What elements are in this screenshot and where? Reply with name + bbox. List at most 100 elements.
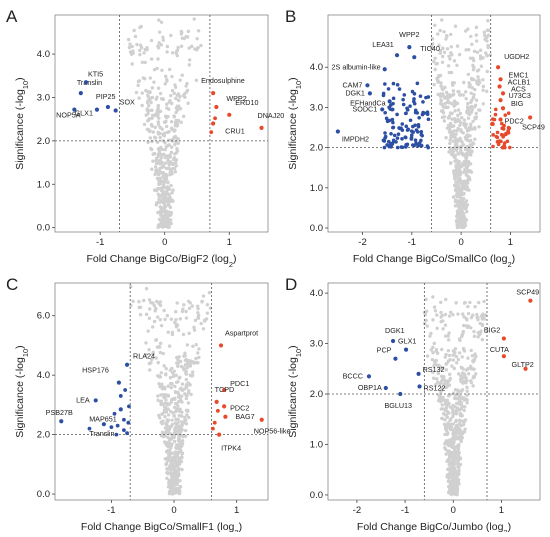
data-point (195, 36, 199, 41)
data-point (151, 159, 155, 163)
data-point (460, 431, 465, 436)
data-point (447, 438, 452, 442)
point-label: UGDH2 (504, 52, 529, 61)
labeled-point (382, 67, 387, 72)
data-point (478, 321, 482, 326)
data-point (413, 123, 417, 128)
data-point (445, 382, 449, 387)
data-point (172, 91, 176, 96)
data-point (165, 313, 170, 318)
data-point (440, 403, 445, 407)
data-point (463, 405, 467, 409)
data-point (391, 96, 396, 101)
data-point (429, 348, 434, 352)
data-point (395, 112, 399, 117)
data-point (420, 112, 425, 117)
data-point (466, 149, 470, 154)
data-point (465, 325, 470, 330)
point-label: Endosulphine (201, 76, 245, 85)
data-point (180, 382, 185, 386)
data-point (453, 457, 457, 462)
data-point (194, 360, 198, 365)
data-point (436, 92, 440, 97)
labeled-point (217, 432, 222, 437)
data-point (455, 63, 459, 67)
data-point (173, 142, 177, 147)
data-point (456, 218, 460, 222)
data-point (452, 59, 457, 63)
data-point (482, 30, 486, 35)
data-point (460, 355, 464, 359)
data-point (449, 152, 454, 157)
data-point (439, 92, 443, 96)
data-point (164, 461, 169, 466)
data-point (447, 314, 452, 318)
data-point (147, 118, 151, 122)
data-point (455, 489, 459, 493)
data-point (176, 380, 180, 384)
data-point (480, 338, 485, 342)
data-point (464, 173, 469, 177)
data-point (194, 356, 198, 361)
data-point (196, 316, 201, 320)
data-point (451, 431, 456, 435)
data-point (178, 441, 182, 445)
data-point (170, 51, 175, 55)
data-point (138, 43, 143, 47)
data-point (144, 341, 148, 345)
data-point (166, 202, 171, 206)
data-point (442, 50, 447, 55)
labeled-point (403, 347, 409, 352)
data-point (149, 57, 154, 61)
point-label: GLX1 (398, 337, 416, 346)
data-point (156, 374, 160, 378)
data-point (164, 166, 169, 171)
data-point (493, 107, 498, 112)
data-point (161, 38, 165, 42)
data-point (444, 37, 448, 41)
data-point (455, 470, 459, 474)
data-point (444, 413, 448, 418)
data-point (455, 164, 459, 168)
data-point (421, 100, 425, 104)
data-point (456, 436, 461, 440)
data-point (451, 132, 455, 137)
y-tick-label: 4.0 (37, 49, 50, 60)
data-point (166, 143, 170, 148)
data-point (177, 437, 182, 442)
data-point (185, 385, 189, 389)
data-point (488, 53, 493, 57)
data-point (455, 361, 459, 365)
data-point (390, 142, 395, 146)
data-point (153, 172, 157, 177)
data-point (179, 459, 184, 464)
data-point (447, 54, 451, 58)
data-point (162, 183, 166, 187)
data-point (470, 108, 475, 112)
data-point (448, 161, 453, 165)
data-point (424, 309, 429, 313)
data-point (476, 317, 480, 322)
data-point (184, 422, 189, 426)
y-tick-label: 4.0 (37, 370, 50, 381)
data-point (469, 379, 473, 383)
point-label: Aspartprot (225, 328, 258, 337)
data-point (441, 327, 445, 331)
data-point (148, 368, 152, 372)
data-point (156, 210, 160, 215)
data-point (473, 127, 477, 131)
data-point (162, 308, 166, 313)
data-point (156, 103, 161, 108)
data-point (144, 352, 148, 357)
data-point (452, 129, 457, 133)
data-point (450, 102, 454, 106)
data-point (447, 479, 451, 483)
data-point (161, 97, 165, 102)
data-point (140, 103, 144, 108)
data-point (122, 417, 126, 422)
data-point (182, 368, 186, 372)
data-point (405, 108, 410, 112)
data-point (212, 420, 217, 425)
data-point (151, 130, 155, 134)
